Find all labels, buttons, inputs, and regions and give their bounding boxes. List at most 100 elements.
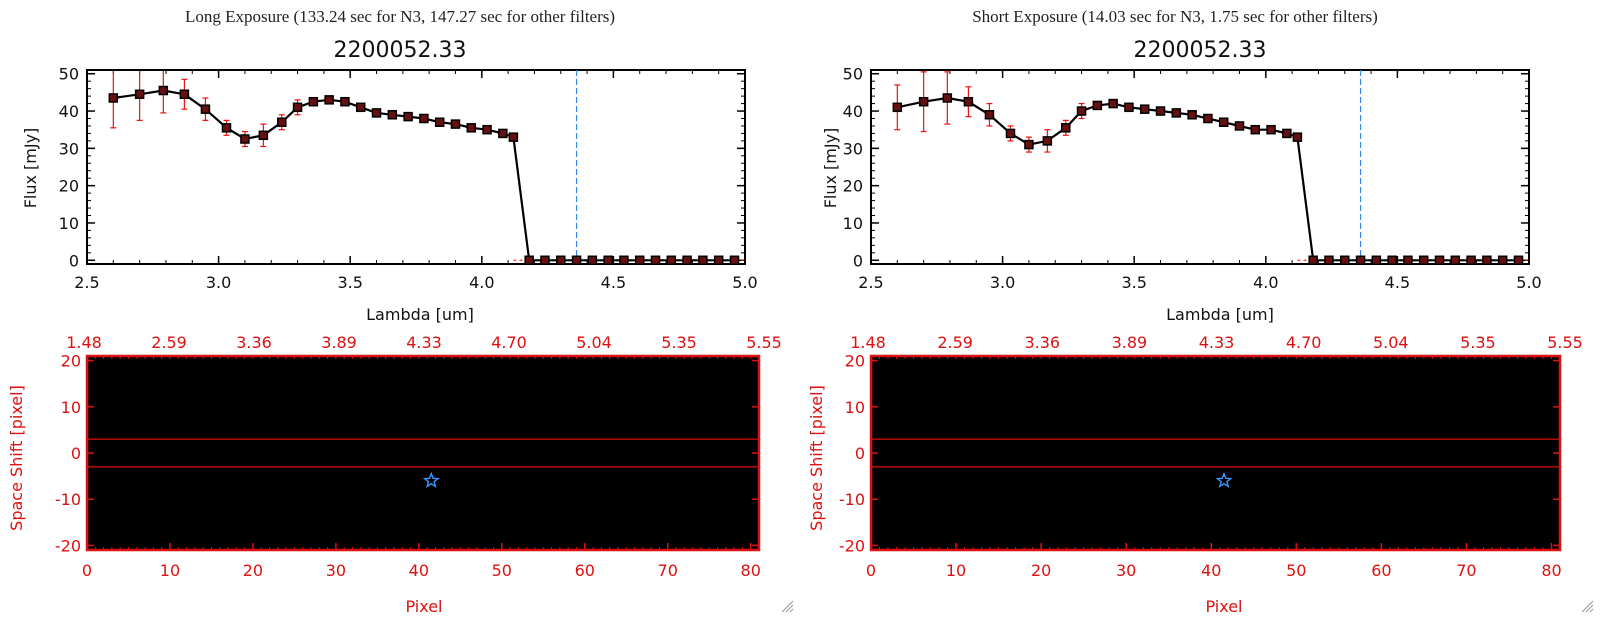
emission-blob	[1279, 443, 1484, 463]
y-axis-label: Flux [mJy]	[21, 128, 40, 209]
emission-blob	[1075, 442, 1314, 464]
data-point	[221, 123, 232, 133]
data-point	[1024, 139, 1034, 150]
emission-blob	[1309, 514, 1344, 530]
data-point	[1292, 132, 1303, 142]
image-x-tick-label: 60	[1371, 561, 1391, 580]
image-x-tick-label: 0	[82, 561, 92, 580]
x-tick-label: 4.0	[469, 273, 494, 292]
data-point	[682, 255, 692, 266]
image-emission	[87, 356, 759, 550]
image-y-tick-label: -20	[55, 536, 81, 555]
y-tick-label: 30	[59, 139, 79, 158]
data-point	[240, 134, 250, 144]
y-tick-label: 20	[59, 177, 79, 196]
data-point	[1497, 255, 1508, 266]
emission-blob	[1216, 402, 1258, 425]
image-y-tick-label: 10	[61, 398, 81, 417]
y-tick-label: 50	[843, 65, 863, 84]
panel-heading: Short Exposure (14.03 sec for N3, 1.75 s…	[972, 7, 1378, 26]
x-tick-label: 4.0	[1253, 273, 1278, 292]
data-point	[556, 255, 566, 266]
data-point	[324, 95, 334, 105]
image-blur	[87, 356, 759, 550]
data-point	[1005, 128, 1016, 139]
y-axis-label: Flux [mJy]	[821, 128, 840, 209]
x-tick-label: 4.5	[601, 273, 626, 292]
image-x-tick-label: 20	[243, 561, 263, 580]
image-top-tick-label: 5.55	[1547, 333, 1583, 352]
y-tick-label: 40	[843, 102, 863, 121]
y-tick-label: 10	[59, 214, 79, 233]
emission-blob	[178, 440, 328, 466]
data-point	[403, 111, 413, 122]
x-axis-label: Lambda [um]	[1166, 305, 1274, 324]
emission-blob	[883, 360, 935, 389]
data-point	[1250, 124, 1261, 135]
data-point	[524, 255, 534, 266]
data-point	[1282, 128, 1292, 139]
data-point	[942, 93, 953, 103]
y-tick-label: 30	[843, 139, 863, 158]
data-point	[1324, 255, 1334, 266]
spectral-image: 0 10 20 30 40 50 60 70 80 1.48 2.59 3.36 3.89 4.33 4.7…	[55, 333, 782, 580]
resize-grip-icon[interactable]	[781, 600, 794, 613]
emission-blob	[404, 465, 442, 487]
x-tick-label: 2.5	[74, 273, 99, 292]
y-tick-label: 20	[843, 177, 863, 196]
data-point	[1061, 123, 1071, 133]
data-point	[1466, 255, 1476, 266]
image-y-tick-label: 20	[845, 352, 865, 371]
y-tick-label: 50	[59, 65, 79, 84]
data-point	[1155, 106, 1166, 116]
emission-blob	[1381, 471, 1450, 490]
data-point	[1076, 106, 1087, 116]
image-top-tick-label: 1.48	[66, 333, 102, 352]
data-point	[729, 255, 740, 266]
data-point	[1340, 255, 1350, 266]
emission-blob	[244, 505, 295, 521]
star-marker-icon	[1215, 471, 1233, 489]
data-point	[603, 255, 613, 266]
data-point	[108, 93, 119, 103]
image-x-tick-label: 50	[1286, 561, 1306, 580]
data-point	[650, 255, 661, 266]
emission-blob	[717, 482, 759, 507]
data-point	[158, 85, 169, 96]
resize-grip-icon[interactable]	[1581, 600, 1594, 613]
image-y-tick-label: 0	[855, 444, 865, 463]
data-point	[179, 89, 190, 99]
image-top-tick-label: 4.70	[491, 333, 527, 352]
emission-blob	[1462, 359, 1505, 381]
x-tick-label: 3.5	[1121, 273, 1146, 292]
x-tick-label: 2.5	[858, 273, 883, 292]
image-y-tick-label: 10	[845, 398, 865, 417]
image-top-tick-label: 3.89	[1112, 333, 1148, 352]
y-tick-label: 10	[843, 214, 863, 233]
emission-blob	[964, 440, 1118, 466]
data-point	[355, 102, 366, 113]
data-point	[277, 117, 287, 127]
image-top-tick-label: 4.33	[406, 333, 442, 352]
emission-blob	[485, 443, 685, 463]
data-point	[540, 255, 550, 266]
data-point	[308, 96, 319, 107]
data-point	[371, 108, 382, 118]
data-point	[1203, 113, 1213, 124]
emission-blob	[888, 443, 940, 472]
data-point	[1418, 255, 1429, 266]
data-point	[1308, 255, 1318, 266]
emission-blob	[142, 435, 206, 471]
data-point	[634, 255, 645, 266]
emission-blob	[423, 402, 464, 425]
image-top-tick-label: 3.36	[1024, 333, 1060, 352]
spectrum-plot: 2.5 3.0 3.5 4.0 4.5 5.0 0 10 20 30 40 50	[843, 65, 1542, 292]
data-point	[419, 113, 429, 124]
emission-blob	[269, 397, 320, 417]
x-tick-label: 3.0	[206, 273, 231, 292]
emission-blob	[1032, 505, 1084, 521]
data-point	[1266, 124, 1276, 135]
data-point	[918, 96, 929, 107]
data-point	[1450, 255, 1461, 266]
image-x-tick-label: 10	[946, 561, 966, 580]
